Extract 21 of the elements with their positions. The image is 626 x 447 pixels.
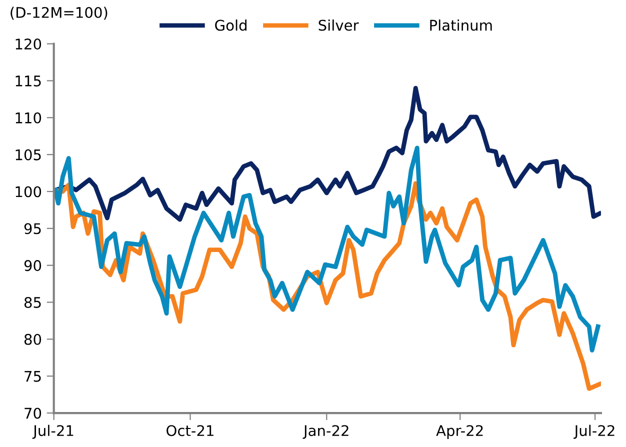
- y-tick-label: 110: [16, 112, 42, 124]
- y-tick-label: 90: [24, 260, 42, 272]
- y-tick-label: 75: [24, 371, 41, 382]
- y-axis-title: (D-12M=100): [10, 6, 108, 20]
- y-tick-label: 80: [24, 334, 42, 345]
- y-tick-label: 100: [16, 186, 42, 198]
- legend-label: Silver: [318, 19, 359, 31]
- x-tick-label: Jul-22: [574, 424, 614, 439]
- y-tick-label: 85: [24, 296, 41, 308]
- legend-label: Platinum: [430, 19, 492, 31]
- y-tick-label: 70: [24, 408, 42, 419]
- legend-label: Gold: [215, 19, 246, 31]
- y-tick-label: 115: [16, 76, 41, 86]
- y-tick-label: 120: [16, 38, 42, 50]
- x-tick-label: Jul-21: [32, 424, 74, 439]
- x-tick-label: Apr-22: [436, 425, 483, 439]
- x-tick-label: Jan-22: [302, 425, 348, 439]
- x-tick-label: Oct-21: [166, 425, 214, 436]
- line-series: [54, 146, 600, 352]
- y-tick-label: 95: [24, 223, 41, 234]
- y-tick-label: 105: [16, 149, 41, 160]
